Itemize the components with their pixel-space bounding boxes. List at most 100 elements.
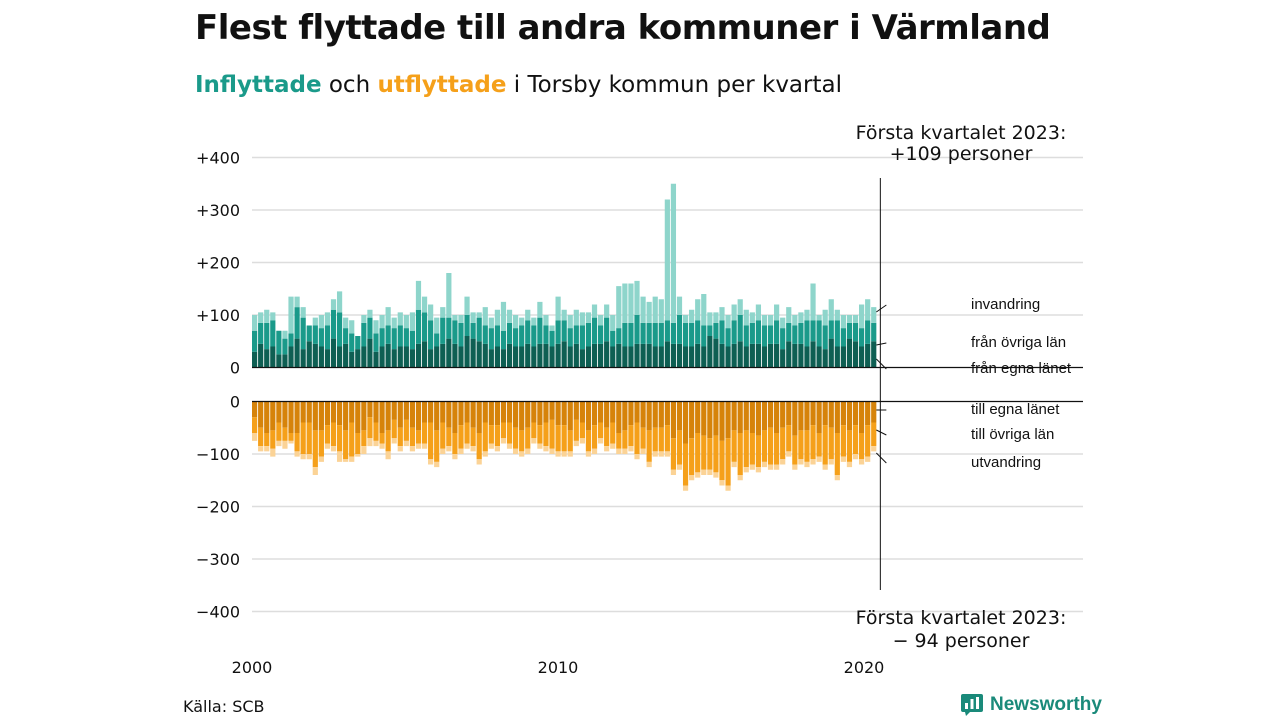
bar-in_ovriga	[628, 322, 634, 347]
bar-out_ovriga	[531, 422, 537, 439]
chart-title: Flest flyttade till andra kommuner i Vär…	[195, 8, 1051, 48]
bar-in_ovriga	[324, 325, 331, 350]
bar-out_utvandring	[367, 438, 373, 447]
bar-out_ovriga	[828, 427, 834, 460]
bar-out_ovriga	[379, 433, 385, 444]
bar-out_ovriga	[324, 425, 331, 444]
bar-in_invandring	[373, 320, 379, 334]
bar-out_utvandring	[846, 461, 853, 468]
bar-in_invandring	[664, 199, 670, 321]
bar-out_utvandring	[828, 459, 834, 465]
bar-out_egna	[361, 401, 367, 431]
bar-in_invandring	[634, 280, 640, 315]
bar-out_ovriga	[634, 422, 640, 454]
bar-out_ovriga	[282, 427, 288, 441]
bar-in_egna	[330, 338, 337, 368]
bar-out_ovriga	[349, 422, 355, 457]
bar-out_ovriga	[640, 427, 646, 449]
bar-in_ovriga	[470, 322, 476, 339]
bar-in_invandring	[871, 307, 877, 323]
bar-in_ovriga	[312, 325, 318, 344]
bar-in_ovriga	[822, 325, 828, 350]
bar-out_egna	[397, 401, 403, 428]
bar-in_ovriga	[252, 330, 258, 352]
bar-in_invandring	[294, 296, 300, 308]
bar-out_egna	[276, 401, 282, 423]
bar-in_ovriga	[397, 325, 403, 347]
bar-out_ovriga	[300, 422, 306, 454]
bar-out_utvandring	[506, 443, 513, 449]
bar-out_egna	[409, 401, 416, 428]
bar-out_ovriga	[713, 435, 719, 473]
bar-out_egna	[415, 401, 422, 431]
bar-in_ovriga	[859, 328, 865, 347]
bar-in_egna	[859, 346, 865, 368]
bar-in_invandring	[604, 304, 610, 318]
bar-in_ovriga	[270, 320, 276, 347]
bar-in_egna	[409, 349, 416, 368]
bar-out_utvandring	[330, 446, 337, 452]
bar-in_invandring	[391, 317, 397, 329]
bar-in_ovriga	[330, 309, 337, 339]
bar-in_invandring	[628, 283, 634, 323]
bar-out_ovriga	[482, 422, 488, 452]
bar-out_egna	[573, 401, 579, 420]
bar-in_ovriga	[646, 322, 652, 344]
bar-out_ovriga	[628, 425, 634, 447]
bar-out_egna	[610, 401, 616, 423]
bar-in_egna	[276, 354, 282, 368]
bar-out_ovriga	[373, 422, 379, 441]
bar-in_ovriga	[415, 309, 422, 344]
bar-in_invandring	[640, 296, 646, 323]
bar-in_invandring	[737, 299, 743, 315]
bar-in_ovriga	[300, 317, 306, 350]
bar-out_ovriga	[525, 427, 531, 449]
bar-out_egna	[865, 401, 871, 426]
source-label: Källa: SCB	[183, 697, 265, 716]
bar-in_ovriga	[597, 325, 604, 344]
bar-out_egna	[749, 401, 755, 433]
bar-in_egna	[288, 346, 294, 368]
annotation-top-line2: +109 personer	[890, 143, 1033, 165]
y-tick-label-bottom: −100	[196, 445, 240, 464]
bar-in_ovriga	[780, 328, 786, 350]
bar-in_egna	[367, 338, 373, 368]
bar-in_egna	[336, 346, 343, 368]
bar-out_egna	[725, 401, 731, 439]
bar-out_utvandring	[646, 461, 652, 468]
bar-in_invandring	[543, 315, 549, 326]
bar-in_invandring	[367, 309, 373, 318]
bar-out_utvandring	[409, 446, 416, 452]
bar-in_ovriga	[506, 322, 513, 344]
bar-in_invandring	[428, 304, 434, 321]
bar-out_egna	[458, 401, 464, 426]
bar-in_ovriga	[500, 330, 507, 350]
bar-out_egna	[822, 401, 828, 426]
bar-out_utvandring	[743, 467, 749, 473]
bar-out_utvandring	[500, 438, 507, 444]
bar-out_utvandring	[421, 443, 428, 449]
bar-out_ovriga	[519, 430, 525, 452]
bar-in_invandring	[585, 312, 592, 323]
bar-in_ovriga	[561, 320, 567, 342]
bar-out_ovriga	[585, 430, 592, 452]
bar-out_utvandring	[658, 451, 664, 457]
y-tick-label-bottom: 0	[230, 393, 240, 412]
bar-in_egna	[324, 349, 331, 368]
bar-out_utvandring	[652, 451, 658, 457]
bar-out_utvandring	[579, 438, 585, 444]
bar-in_invandring	[567, 315, 573, 329]
bar-out_ovriga	[318, 430, 324, 457]
bar-in_ovriga	[640, 322, 646, 344]
bar-in_invandring	[330, 299, 337, 310]
bar-in_egna	[252, 351, 258, 368]
bar-in_ovriga	[567, 328, 573, 347]
bar-in_egna	[440, 343, 446, 368]
axes	[252, 178, 1083, 590]
bar-out_egna	[252, 401, 258, 418]
bar-out_utvandring	[804, 461, 810, 468]
bar-out_egna	[695, 401, 701, 433]
bar-in_egna	[610, 346, 616, 368]
bar-in_invandring	[379, 315, 385, 329]
bar-out_utvandring	[543, 446, 549, 452]
